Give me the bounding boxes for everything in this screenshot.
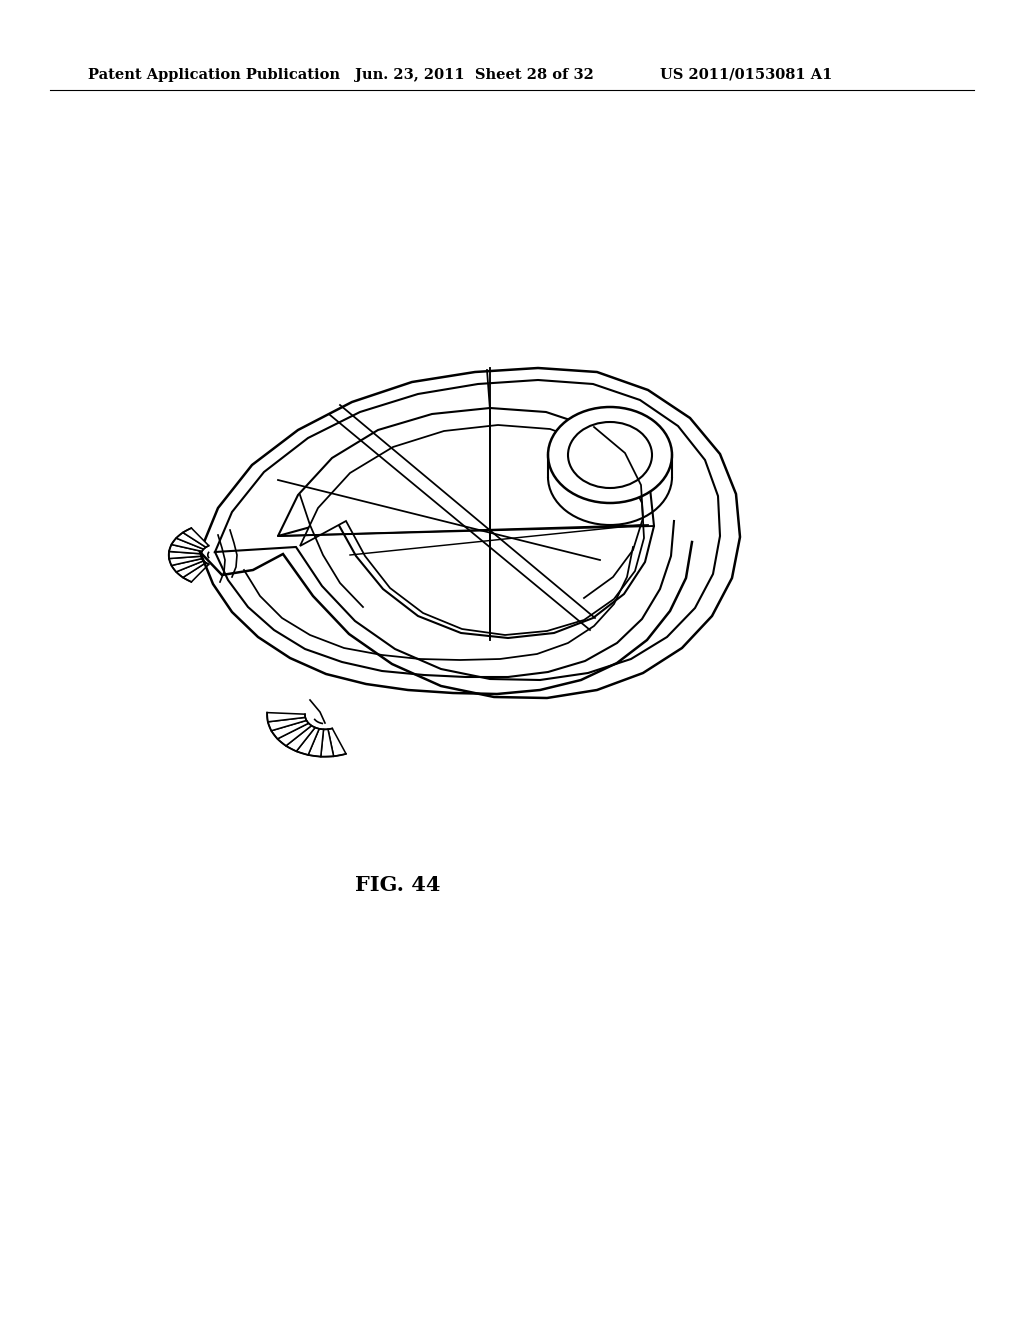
Polygon shape bbox=[286, 726, 315, 751]
Polygon shape bbox=[171, 539, 204, 552]
Polygon shape bbox=[183, 528, 209, 548]
Text: Patent Application Publication: Patent Application Publication bbox=[88, 69, 340, 82]
Polygon shape bbox=[300, 425, 644, 635]
Polygon shape bbox=[169, 545, 202, 554]
Polygon shape bbox=[176, 561, 206, 577]
Text: US 2011/0153081 A1: US 2011/0153081 A1 bbox=[660, 69, 833, 82]
Polygon shape bbox=[271, 721, 308, 739]
Text: FIG. 44: FIG. 44 bbox=[355, 875, 440, 895]
Polygon shape bbox=[169, 552, 201, 558]
Ellipse shape bbox=[568, 422, 652, 488]
Polygon shape bbox=[171, 558, 204, 572]
Polygon shape bbox=[328, 729, 346, 756]
Polygon shape bbox=[308, 729, 324, 756]
Polygon shape bbox=[200, 368, 740, 698]
Polygon shape bbox=[267, 713, 305, 722]
Ellipse shape bbox=[548, 407, 672, 503]
Text: Jun. 23, 2011  Sheet 28 of 32: Jun. 23, 2011 Sheet 28 of 32 bbox=[355, 69, 594, 82]
Polygon shape bbox=[278, 723, 311, 746]
Polygon shape bbox=[183, 562, 209, 582]
Polygon shape bbox=[278, 408, 654, 638]
Polygon shape bbox=[268, 717, 306, 731]
Polygon shape bbox=[296, 727, 319, 755]
Polygon shape bbox=[321, 729, 334, 756]
Polygon shape bbox=[176, 532, 206, 549]
Polygon shape bbox=[215, 380, 720, 680]
Polygon shape bbox=[169, 556, 202, 565]
